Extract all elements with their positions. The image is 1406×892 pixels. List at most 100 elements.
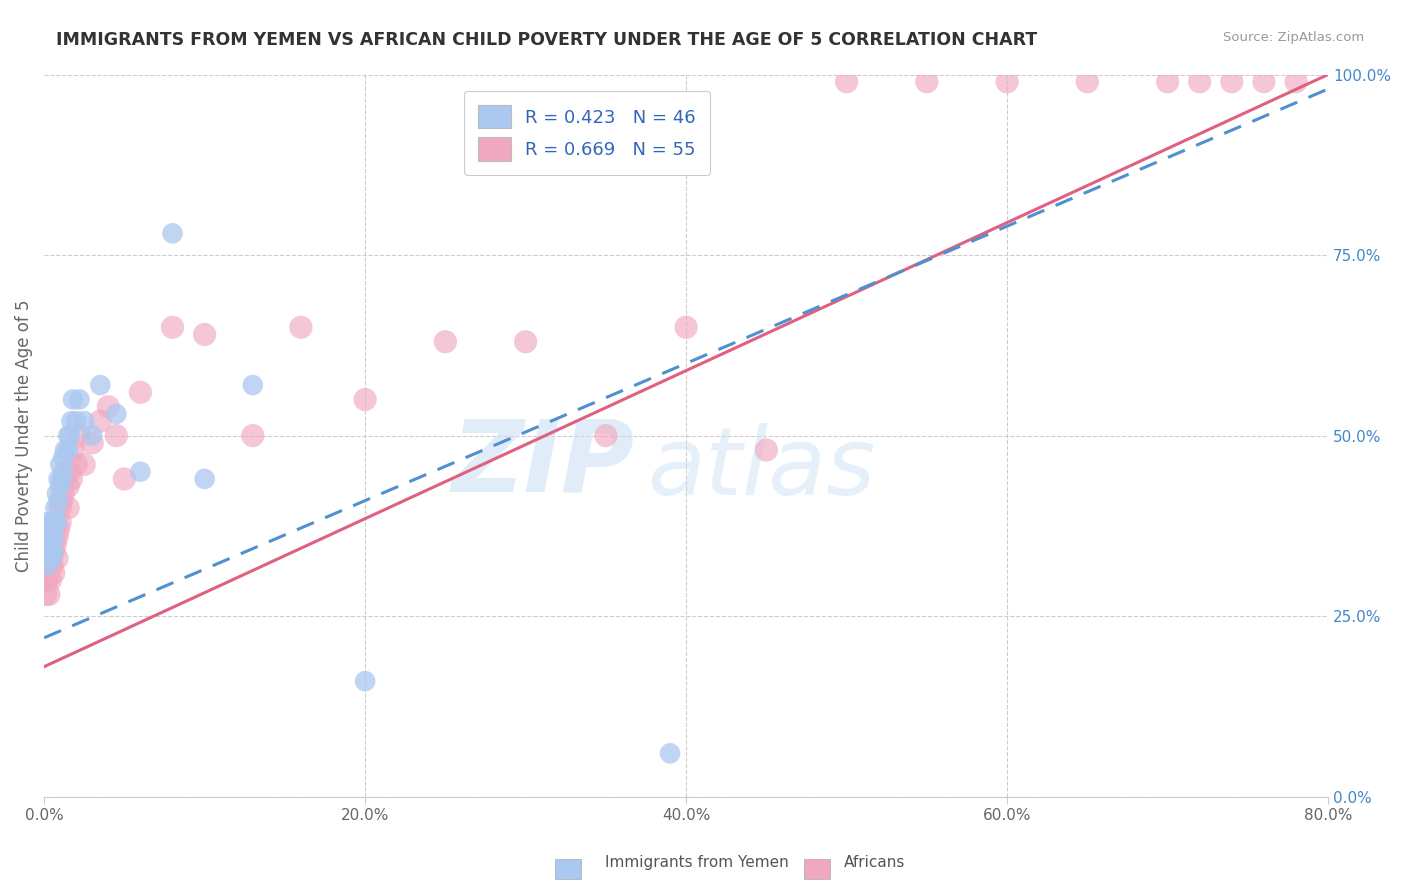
Point (42, 530, 65, 544)
Point (49, 515, 72, 529)
Point (1188, 75, 1211, 89)
Point (52, 465, 75, 479)
Point (48, 493, 70, 508)
Point (35, 587, 58, 601)
Point (49, 479, 72, 493)
Point (915, 75, 938, 89)
Point (41, 515, 63, 529)
Point (89, 414, 111, 428)
Point (105, 428, 128, 442)
Point (44, 537, 66, 551)
Text: Africans: Africans (844, 855, 905, 870)
Point (65, 414, 87, 428)
Legend: R = 0.423   N = 46, R = 0.669   N = 55: R = 0.423 N = 46, R = 0.669 N = 55 (464, 91, 710, 175)
Point (62, 392, 84, 407)
Point (1076, 75, 1098, 89)
Point (82, 435, 104, 450)
Point (659, 747, 682, 761)
Point (82, 428, 104, 442)
Point (49, 500, 72, 515)
Text: Immigrants from Yemen: Immigrants from Yemen (605, 855, 789, 870)
Text: atlas: atlas (648, 423, 876, 514)
Point (1156, 75, 1178, 89)
Point (105, 407, 128, 421)
Point (194, 327, 217, 342)
Point (38, 537, 60, 551)
Point (38, 587, 60, 601)
Point (37, 558, 59, 573)
Point (35, 537, 58, 551)
Point (53, 443, 76, 458)
Point (354, 674, 377, 689)
Point (38, 537, 60, 551)
Point (995, 75, 1018, 89)
Point (56, 428, 79, 442)
Point (52, 486, 75, 500)
Point (1253, 75, 1275, 89)
Point (38, 551, 60, 566)
Text: Source: ZipAtlas.com: Source: ZipAtlas.com (1223, 31, 1364, 45)
Point (44, 500, 66, 515)
Point (38, 523, 60, 537)
Point (51, 472, 73, 486)
Point (44, 515, 66, 529)
Point (89, 378, 111, 392)
Point (42, 544, 65, 558)
Point (1220, 75, 1243, 89)
Point (46, 551, 69, 566)
Point (354, 392, 377, 407)
Point (129, 385, 152, 400)
Point (755, 443, 778, 458)
Point (434, 334, 457, 349)
Point (41, 551, 63, 566)
Point (41, 530, 63, 544)
Point (49, 458, 72, 472)
Point (835, 75, 858, 89)
Point (39, 551, 62, 566)
Point (39, 530, 62, 544)
Point (242, 378, 264, 392)
Point (1285, 75, 1308, 89)
Point (675, 320, 697, 334)
Point (37, 573, 59, 587)
Point (73, 414, 96, 428)
Point (46, 515, 69, 529)
Point (42, 515, 65, 529)
Point (41, 530, 63, 544)
Point (56, 443, 79, 458)
Point (515, 334, 537, 349)
Point (59, 465, 82, 479)
Point (59, 428, 82, 442)
Y-axis label: Child Poverty Under the Age of 5: Child Poverty Under the Age of 5 (15, 300, 32, 572)
Point (52, 450, 75, 465)
Point (67, 428, 90, 442)
Point (290, 320, 312, 334)
Point (129, 465, 152, 479)
Point (51, 493, 73, 508)
Point (42, 566, 65, 580)
Point (46, 486, 69, 500)
Point (35, 573, 58, 587)
Point (162, 227, 184, 241)
Point (39, 544, 62, 558)
Point (48, 472, 70, 486)
Point (60, 414, 83, 428)
Point (65, 458, 87, 472)
Point (56, 500, 79, 515)
Point (97, 400, 120, 414)
Point (48, 523, 70, 537)
Point (67, 392, 90, 407)
Point (62, 443, 84, 458)
Point (46, 530, 69, 544)
Point (35, 515, 58, 529)
Point (37, 558, 59, 573)
Point (73, 458, 96, 472)
Point (38, 530, 60, 544)
Point (41, 558, 63, 573)
Text: ZIP: ZIP (451, 416, 634, 513)
Point (112, 472, 135, 486)
Point (42, 544, 65, 558)
Point (162, 320, 184, 334)
Point (39, 573, 62, 587)
Point (595, 428, 617, 442)
